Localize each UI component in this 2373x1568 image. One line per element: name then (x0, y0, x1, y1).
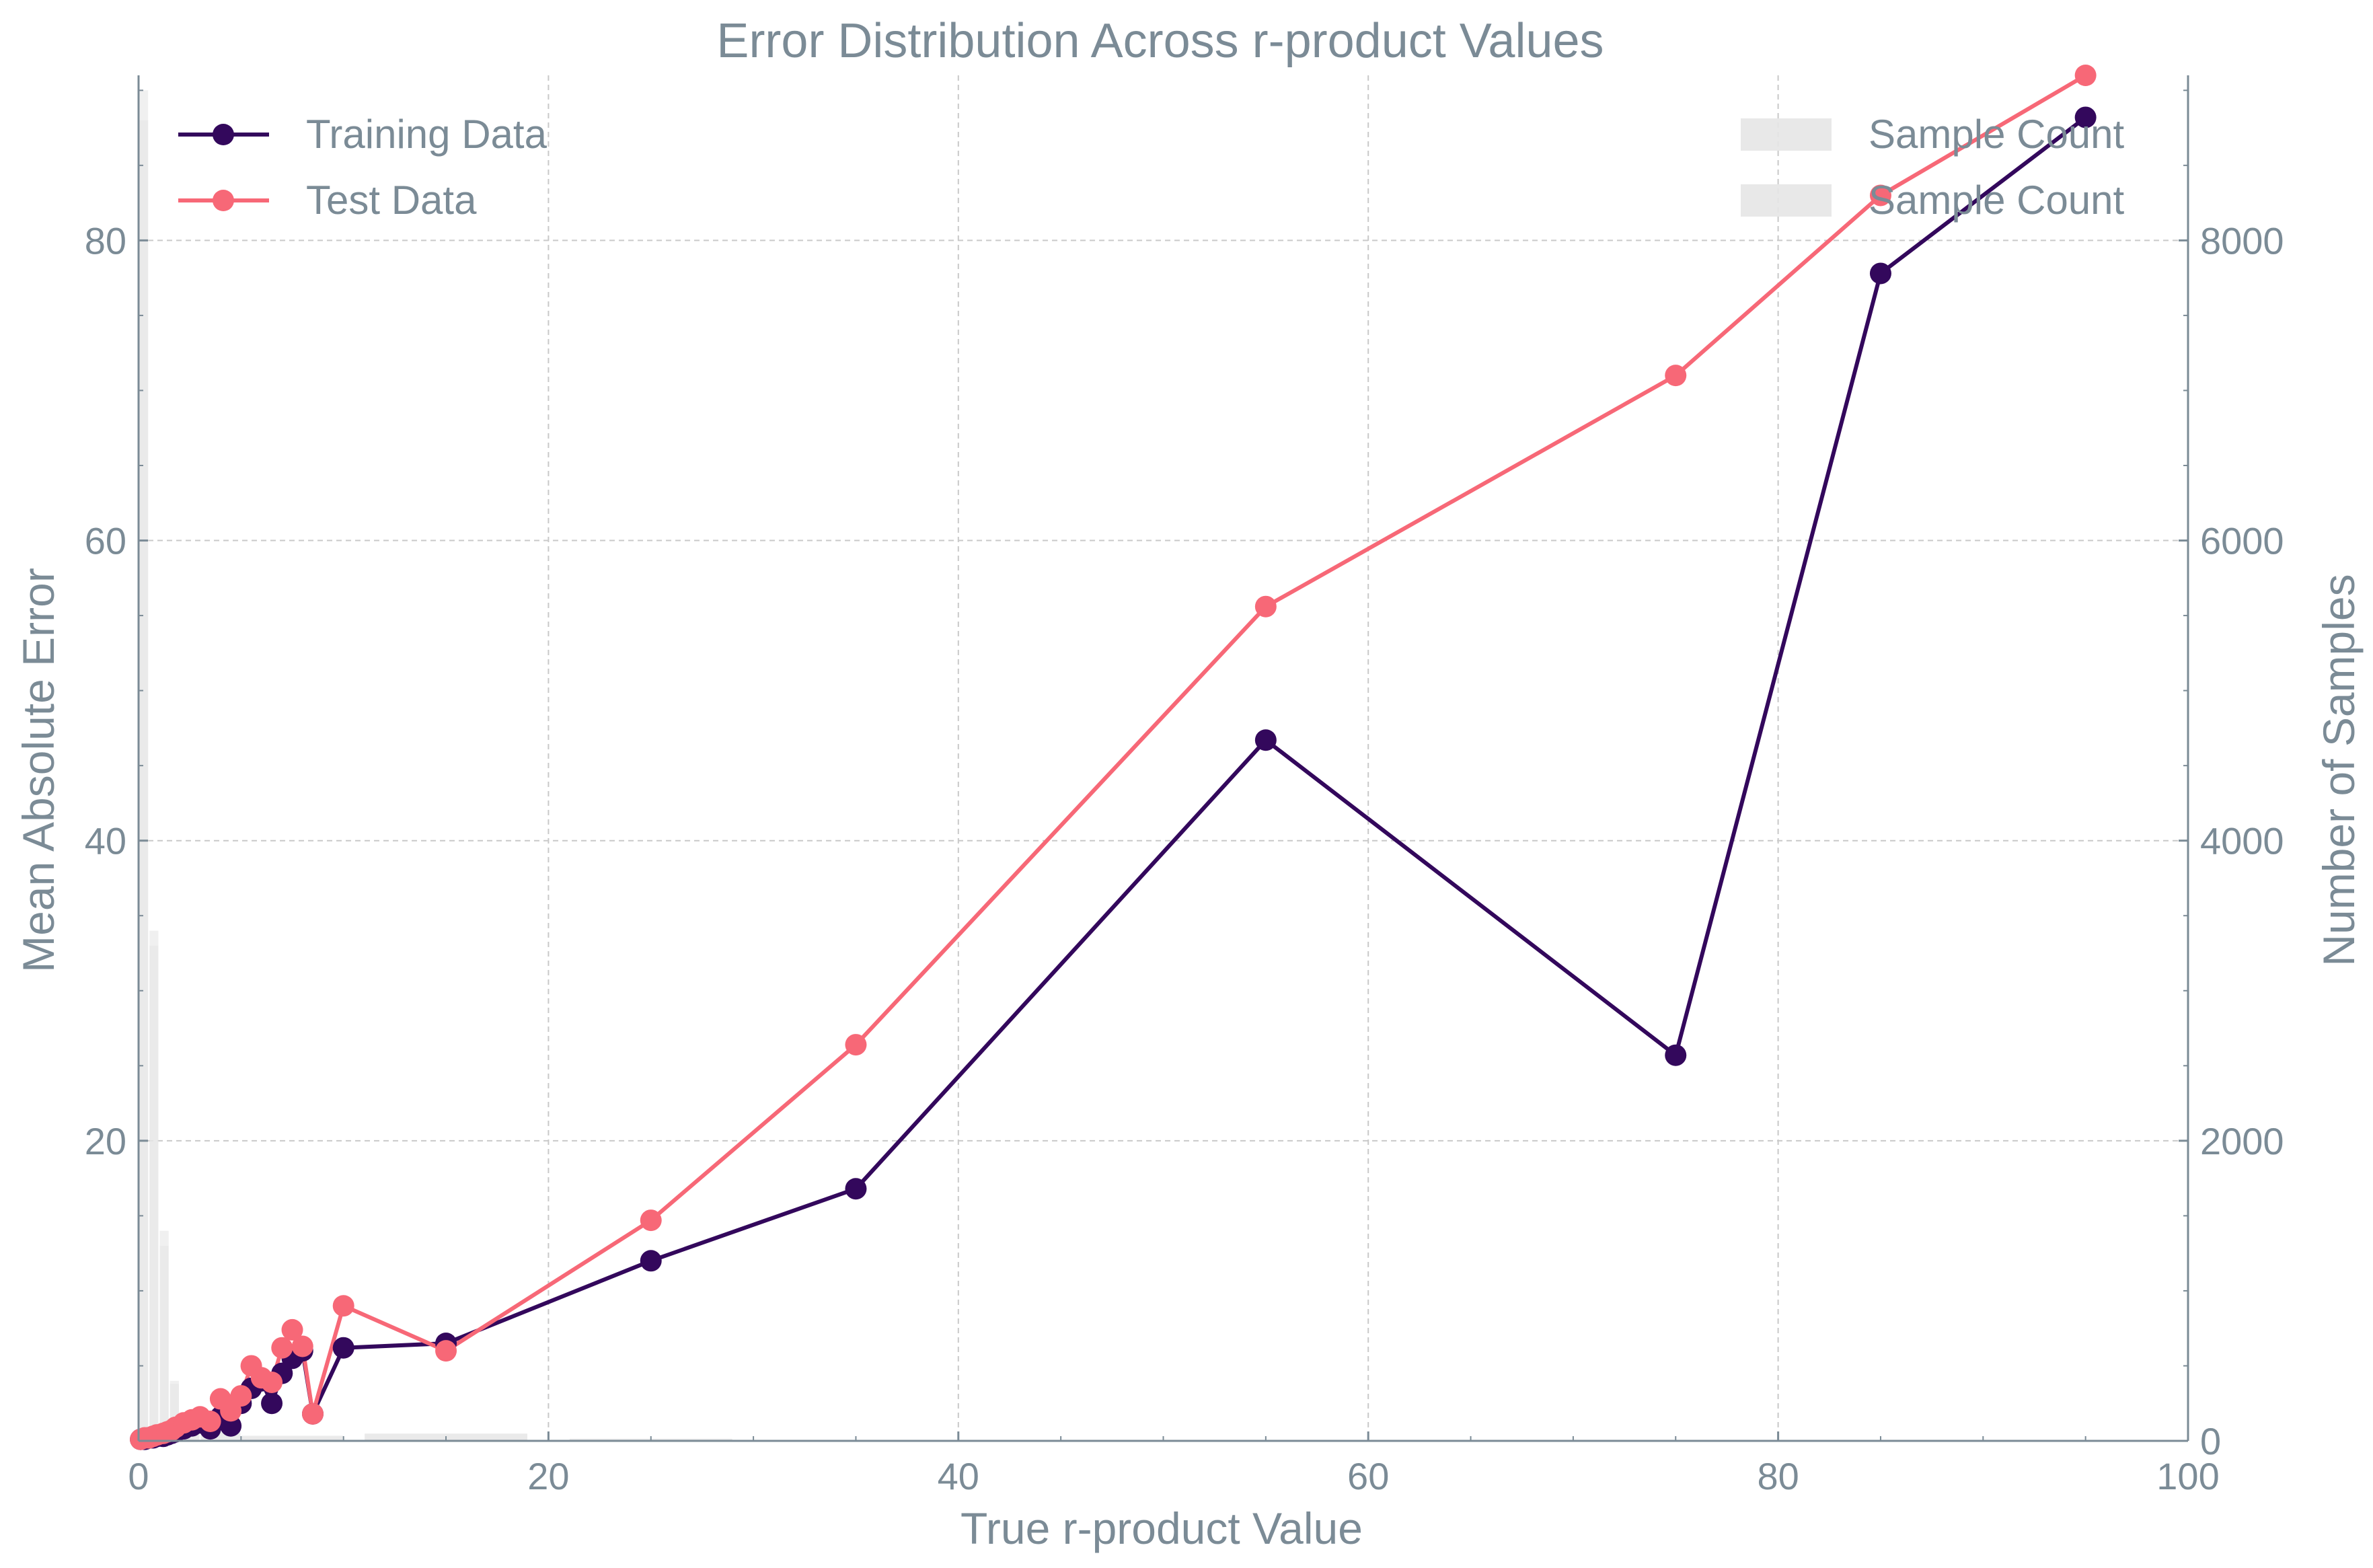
data-point (220, 1415, 242, 1437)
y2-tick-label: 2000 (2200, 1120, 2284, 1162)
x-tick-label: 60 (1347, 1455, 1389, 1497)
x-tick-label: 80 (1757, 1455, 1799, 1497)
data-point (1665, 1044, 1687, 1066)
legend-marker (213, 124, 234, 145)
legend-label: Sample Count (1869, 112, 2125, 157)
chart-title: Error Distribution Across r-product Valu… (716, 14, 1604, 68)
histogram-bar (149, 945, 159, 1441)
legend-marker (213, 190, 234, 211)
series-points (130, 65, 2097, 1450)
legend-histogram: Sample Count Sample Count (1741, 112, 2125, 223)
y2-tick-label: 0 (2200, 1420, 2221, 1462)
y2-tick-label: 4000 (2200, 820, 2284, 862)
data-point (435, 1340, 457, 1362)
x-axis-label: True r-product Value (961, 1503, 1363, 1553)
legend-label: Training Data (306, 112, 548, 157)
legend-label: Sample Count (1869, 178, 2125, 223)
x-tick-label: 20 (527, 1455, 569, 1497)
histogram-bar (241, 1436, 343, 1441)
data-point (291, 1335, 313, 1357)
y-tick-label: 20 (85, 1120, 126, 1162)
y-tick-label: 60 (85, 520, 126, 562)
histogram-bars (139, 90, 732, 1441)
data-point (261, 1392, 283, 1415)
data-point (332, 1295, 354, 1317)
y2-tick-label: 8000 (2200, 219, 2284, 262)
data-point (2074, 65, 2097, 86)
histogram-bar (159, 1246, 169, 1441)
x-tick-label: 40 (938, 1455, 979, 1497)
series-lines (139, 73, 2087, 1442)
data-point (261, 1372, 283, 1393)
data-point (199, 1411, 221, 1432)
y-axis-label: Mean Absolute Error (13, 568, 63, 973)
y-tick-label: 40 (85, 820, 126, 862)
data-point (1254, 595, 1277, 618)
data-point (1254, 729, 1277, 751)
legend-swatch (1741, 184, 1832, 217)
data-point (1869, 184, 1891, 207)
series-line (139, 73, 2087, 1442)
data-point (1869, 262, 1891, 285)
data-point (845, 1178, 867, 1200)
ticks: 0 20 40 60 80 100 20 40 60 80 0 2000 4000 6000 8000 (85, 89, 2284, 1497)
series-line (141, 116, 2087, 1442)
histogram-bar (139, 120, 149, 1441)
grid (139, 75, 2188, 1441)
data-point (1665, 365, 1687, 387)
data-point (281, 1318, 303, 1341)
legend-swatch (1741, 118, 1832, 151)
y2-axis-label: Number of Samples (2314, 574, 2364, 966)
data-point (301, 1403, 324, 1425)
data-point (845, 1034, 867, 1056)
data-point (2074, 106, 2097, 128)
legend-label: Test Data (306, 178, 477, 223)
data-point (332, 1337, 354, 1359)
legend-series: Training Data Test Data (178, 112, 548, 223)
data-point (640, 1250, 662, 1272)
y-tick-label: 80 (85, 219, 126, 262)
x-tick-label: 0 (128, 1455, 149, 1497)
data-point (220, 1400, 242, 1422)
y2-tick-label: 6000 (2200, 520, 2284, 562)
x-tick-label: 100 (2156, 1455, 2219, 1497)
data-point (640, 1209, 662, 1232)
data-point (271, 1337, 293, 1359)
data-point (230, 1385, 252, 1407)
